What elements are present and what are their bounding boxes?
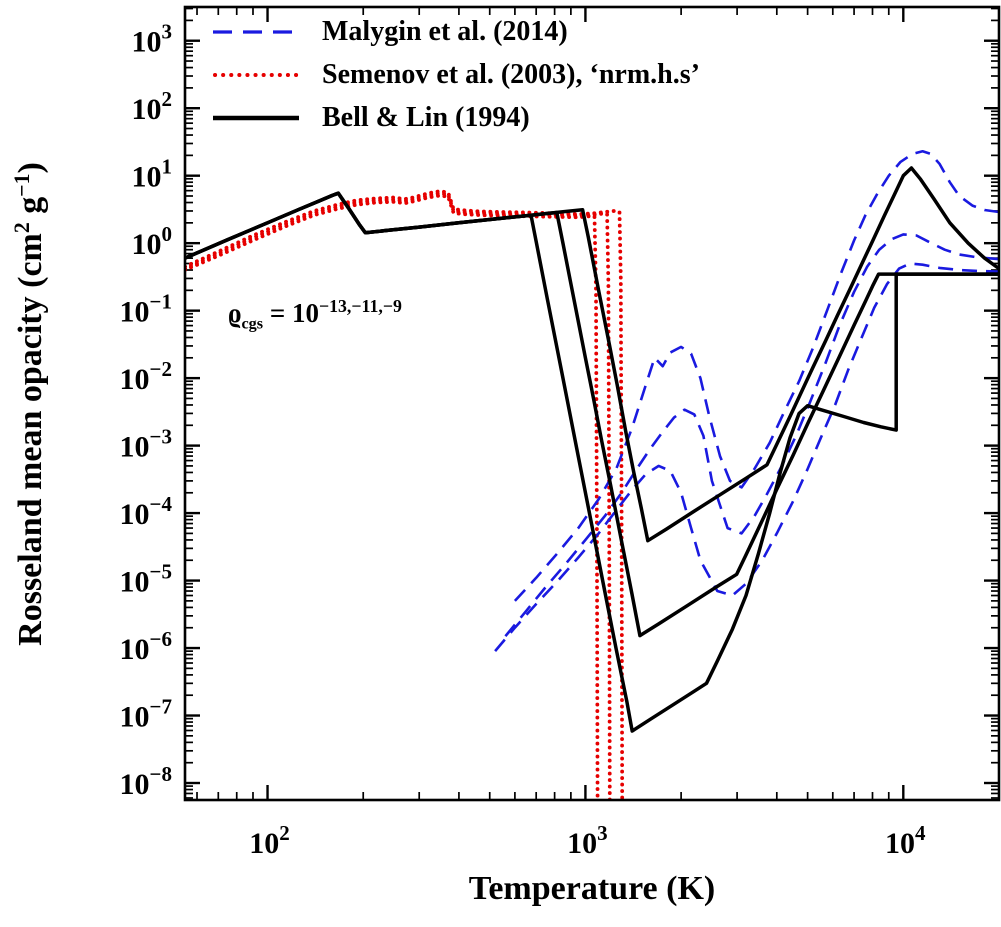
legend-item-semenov: Semenov et al. (2003), ‘nrm.h.s’ bbox=[212, 53, 700, 96]
axis-ticks bbox=[185, 7, 999, 800]
y-tick-label: 102 bbox=[132, 87, 173, 126]
curves bbox=[185, 150, 999, 800]
y-tick-label: 10−1 bbox=[120, 290, 172, 329]
legend: Malygin et al. (2014) Semenov et al. (20… bbox=[212, 10, 700, 139]
x-axis-title: Temperature (K) bbox=[468, 870, 716, 907]
y-tick-label: 101 bbox=[132, 155, 173, 194]
curve-malygin_1e-11 bbox=[504, 233, 999, 638]
y-tick-label: 10−7 bbox=[120, 695, 172, 734]
annotation-exponents: −13,−11,−9 bbox=[318, 296, 402, 316]
legend-item-bell: Bell & Lin (1994) bbox=[212, 96, 700, 139]
legend-label-semenov: Semenov et al. (2003), ‘nrm.h.s’ bbox=[322, 58, 700, 90]
y-tick-label: 10−8 bbox=[120, 762, 172, 801]
bell-solid-line-sample bbox=[213, 115, 299, 120]
rho-subscript: cgs bbox=[241, 314, 264, 333]
y-tick-label: 10−4 bbox=[120, 492, 173, 531]
curve-bell_1e-9 bbox=[185, 166, 999, 543]
rho-symbol: ϱ bbox=[228, 298, 242, 328]
curve-malygin_1e-9 bbox=[513, 150, 999, 602]
y-axis-title: Rosseland mean opacity (cm2 g−1) bbox=[9, 162, 50, 646]
x-tick-label: 103 bbox=[567, 821, 608, 860]
density-annotation: ϱcgs = 10−13,−11,−9 bbox=[228, 296, 402, 333]
y-tick-label: 10−6 bbox=[120, 627, 172, 666]
y-tick-label: 10−2 bbox=[120, 357, 172, 396]
annotation-equals: = 10 bbox=[263, 298, 319, 328]
legend-label-malygin: Malygin et al. (2014) bbox=[322, 15, 568, 47]
y-tick-label: 10−5 bbox=[120, 560, 172, 599]
semenov-dotted-line-sample bbox=[213, 72, 300, 77]
x-tick-label: 102 bbox=[249, 821, 290, 860]
curve-semenov_1e-9 bbox=[185, 189, 625, 800]
malygin-dashed-line-sample bbox=[213, 29, 299, 34]
x-tick-label: 104 bbox=[885, 821, 926, 860]
y-tick-label: 103 bbox=[132, 20, 173, 59]
legend-item-malygin: Malygin et al. (2014) bbox=[212, 10, 700, 53]
y-tick-label: 10−3 bbox=[120, 425, 172, 464]
y-tick-label: 100 bbox=[132, 222, 173, 261]
plot-frame bbox=[183, 5, 1001, 802]
curve-semenov_1e-13 bbox=[185, 193, 600, 800]
legend-label-bell: Bell & Lin (1994) bbox=[322, 101, 530, 133]
curve-semenov_1e-11 bbox=[185, 191, 612, 800]
